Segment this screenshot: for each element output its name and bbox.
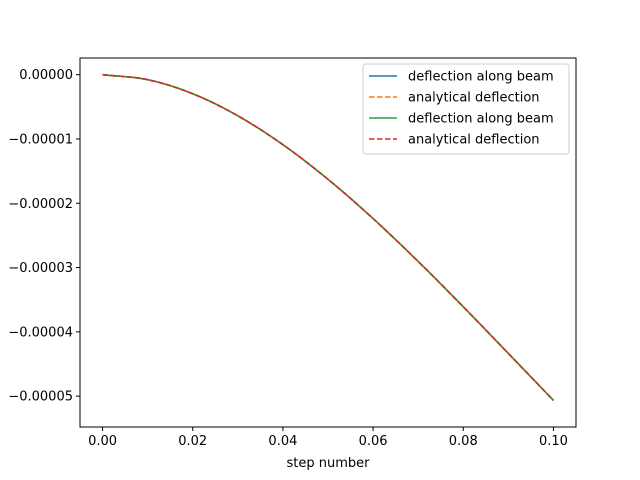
plot-lines <box>102 73 555 401</box>
x-tick-label: 0.10 <box>539 434 568 449</box>
x-tick-label: 0.02 <box>178 434 207 449</box>
y-axis-ticks: 0.00000 −0.00001 −0.00002 −0.00003 −0.00004 −… <box>8 68 80 405</box>
x-tick-label: 0.06 <box>359 434 388 449</box>
legend: deflection along beam analytical deflecti… <box>362 63 570 155</box>
x-tick-label: 0.00 <box>88 434 117 449</box>
legend-label: deflection along beam <box>408 70 554 85</box>
legend-label: analytical deflection <box>408 91 540 106</box>
x-tick-label: 0.08 <box>449 434 478 449</box>
series-line-4 <box>102 73 555 401</box>
y-tick-label: 0.00000 <box>19 68 73 83</box>
y-tick-label: −0.00004 <box>8 325 73 340</box>
x-axis-label: step number <box>287 456 371 471</box>
x-tick-label: 0.04 <box>268 434 297 449</box>
axes-frame <box>79 57 577 428</box>
y-tick-label: −0.00005 <box>8 390 73 405</box>
y-tick-label: −0.00003 <box>8 261 73 276</box>
x-axis-ticks: 0.00 0.02 0.04 0.06 0.08 0.10 <box>88 427 568 449</box>
legend-label: deflection along beam <box>408 112 554 127</box>
legend-box <box>362 63 570 155</box>
legend-label: analytical deflection <box>408 133 540 148</box>
y-tick-label: −0.00001 <box>8 133 73 148</box>
y-tick-label: −0.00002 <box>8 197 73 212</box>
